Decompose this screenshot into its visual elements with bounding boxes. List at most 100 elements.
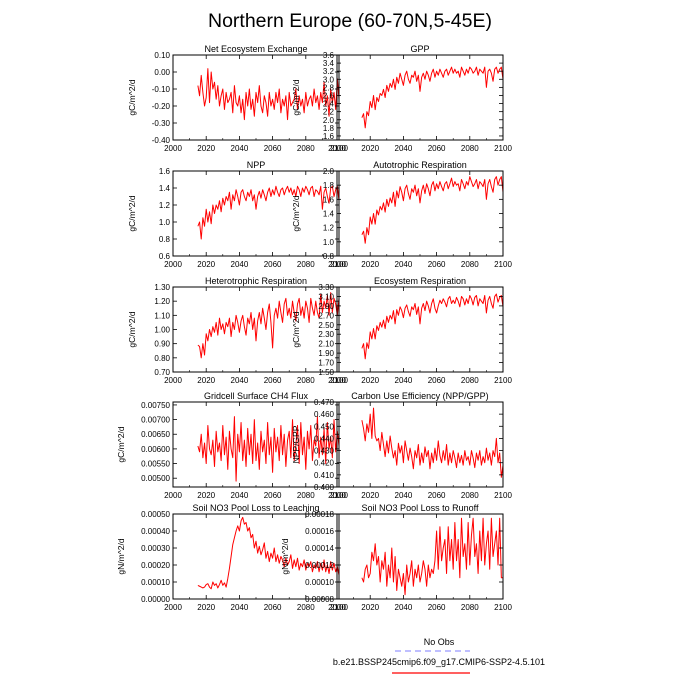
x-tick-label: 2100 (494, 260, 512, 269)
y-tick-label: 2.10 (318, 340, 334, 349)
x-tick-label: 2020 (361, 491, 379, 500)
y-tick-label: 0.90 (154, 340, 170, 349)
series-line (197, 185, 340, 240)
y-tick-label: -0.30 (152, 119, 171, 128)
y-tick-label: 3.4 (323, 59, 335, 68)
y-tick-label: 1.0 (323, 238, 335, 247)
y-tick-label: 2.2 (323, 108, 335, 117)
y-tick-label: 3.30 (318, 283, 334, 292)
x-tick-label: 2060 (264, 603, 282, 612)
plot-frame (172, 170, 340, 257)
panel-title: Autotrophic Respiration (373, 160, 467, 170)
y-tick-label: 0.00650 (141, 430, 170, 439)
x-tick-label: 2020 (197, 491, 215, 500)
x-tick-label: 2040 (231, 603, 249, 612)
plot-frame (336, 170, 504, 257)
x-tick-label: 2100 (494, 376, 512, 385)
y-tick-label: 0.00 (154, 68, 170, 77)
y-tick-label: 3.2 (323, 67, 335, 76)
x-tick-label: 2040 (231, 144, 249, 153)
y-tick-label: 1.20 (154, 297, 170, 306)
panel-title: Soil NO3 Pool Loss to Runoff (362, 503, 479, 513)
x-tick-label: 2080 (461, 260, 479, 269)
x-tick-label: 2080 (297, 260, 315, 269)
x-tick-label: 2020 (197, 260, 215, 269)
x-tick-label: 2020 (197, 603, 215, 612)
y-tick-label: 0.420 (314, 459, 335, 468)
y-axis-label: gC/m^2/d (127, 195, 137, 231)
x-tick-label: 2080 (297, 603, 315, 612)
y-tick-label: 2.8 (323, 83, 335, 92)
main-title: Northern Europe (60-70N,5-45E) (208, 10, 492, 32)
x-tick-label: 2000 (328, 376, 346, 385)
x-tick-label: 2040 (231, 376, 249, 385)
x-tick-label: 2100 (330, 260, 348, 269)
x-tick-label: 2000 (164, 603, 182, 612)
x-tick-label: 2060 (264, 376, 282, 385)
panel-9: 2000 2020 2040 2060 2080 2100 0.00000 0.00010 0.… (116, 503, 348, 612)
x-tick-label: 2000 (164, 260, 182, 269)
x-tick-label: 2100 (330, 603, 348, 612)
panel-title: Ecosystem Respiration (374, 276, 466, 286)
y-tick-label: -0.40 (152, 136, 171, 145)
x-tick-label: 2080 (461, 491, 479, 500)
y-tick-label: 0.00010 (141, 578, 170, 587)
y-tick-label: 0.00750 (141, 401, 170, 410)
series-line (361, 517, 503, 596)
y-tick-label: 1.8 (323, 124, 335, 133)
y-tick-label: 0.00040 (141, 527, 170, 536)
x-tick-label: 2000 (328, 603, 346, 612)
x-tick-label: 2060 (264, 491, 282, 500)
y-tick-label: 0.00550 (141, 460, 170, 469)
plot-frame (336, 286, 504, 373)
x-tick-label: 2040 (395, 260, 413, 269)
x-tick-label: 2060 (428, 144, 446, 153)
x-tick-label: 2040 (231, 491, 249, 500)
y-tick-label: 0.80 (154, 354, 170, 363)
y-axis-label: gN/m^2/d (280, 538, 290, 574)
y-tick-label: 0.440 (314, 434, 335, 443)
y-tick-label: 0.00014 (305, 544, 334, 553)
y-tick-label: 0.470 (314, 398, 335, 407)
legend: No Obs b.e21.BSSP245cmip6.f09_g17.CMIP6-… (333, 637, 545, 674)
x-tick-label: 2100 (494, 144, 512, 153)
y-tick-label: 0.00500 (141, 474, 170, 483)
y-tick-label: 0.00050 (141, 510, 170, 519)
x-tick-label: 2080 (461, 144, 479, 153)
x-tick-label: 2040 (395, 376, 413, 385)
panel-4: 2000 2020 2040 2060 2080 21000.81.01.21.41.61… (291, 160, 512, 269)
y-axis-label: gN/m^2/d (116, 538, 126, 574)
panel-2: 2000 2020 2040 2060 2080 21001.61.82.02.22.42… (291, 44, 512, 153)
x-tick-label: 2040 (395, 603, 413, 612)
legend-model-label: b.e21.BSSP245cmip6.f09_g17.CMIP6-SSP2-4.… (333, 657, 545, 667)
x-tick-label: 2060 (428, 491, 446, 500)
y-tick-label: 0.70 (154, 368, 170, 377)
y-tick-label: 2.50 (318, 321, 334, 330)
y-axis-label: gC/m^2/d (291, 195, 301, 231)
y-tick-label: -0.20 (152, 102, 171, 111)
y-tick-label: 1.10 (154, 311, 170, 320)
y-tick-label: 0.410 (314, 471, 335, 480)
y-axis-label: gC/m^2/d (116, 426, 126, 462)
y-tick-label: 1.00 (154, 326, 170, 335)
y-tick-label: 3.0 (323, 75, 335, 84)
x-tick-label: 2080 (297, 144, 315, 153)
y-tick-label: -0.10 (152, 85, 171, 94)
y-tick-label: 2.4 (323, 100, 335, 109)
x-tick-label: 2080 (297, 376, 315, 385)
x-tick-label: 2060 (264, 260, 282, 269)
series-line (361, 407, 504, 478)
x-tick-label: 2100 (330, 376, 348, 385)
y-tick-label: 1.50 (318, 368, 334, 377)
panel-title: Soil NO3 Pool Loss to Leaching (192, 503, 319, 513)
x-tick-label: 2100 (494, 491, 512, 500)
y-tick-label: 0.8 (323, 252, 335, 261)
panel-title: Carbon Use Efficiency (NPP/GPP) (351, 391, 488, 401)
y-tick-label: 0.00000 (141, 595, 170, 604)
x-tick-label: 2060 (428, 260, 446, 269)
y-tick-label: 1.30 (154, 283, 170, 292)
y-tick-label: 0.6 (159, 252, 171, 261)
series-line (197, 416, 340, 482)
series-line (361, 293, 504, 360)
